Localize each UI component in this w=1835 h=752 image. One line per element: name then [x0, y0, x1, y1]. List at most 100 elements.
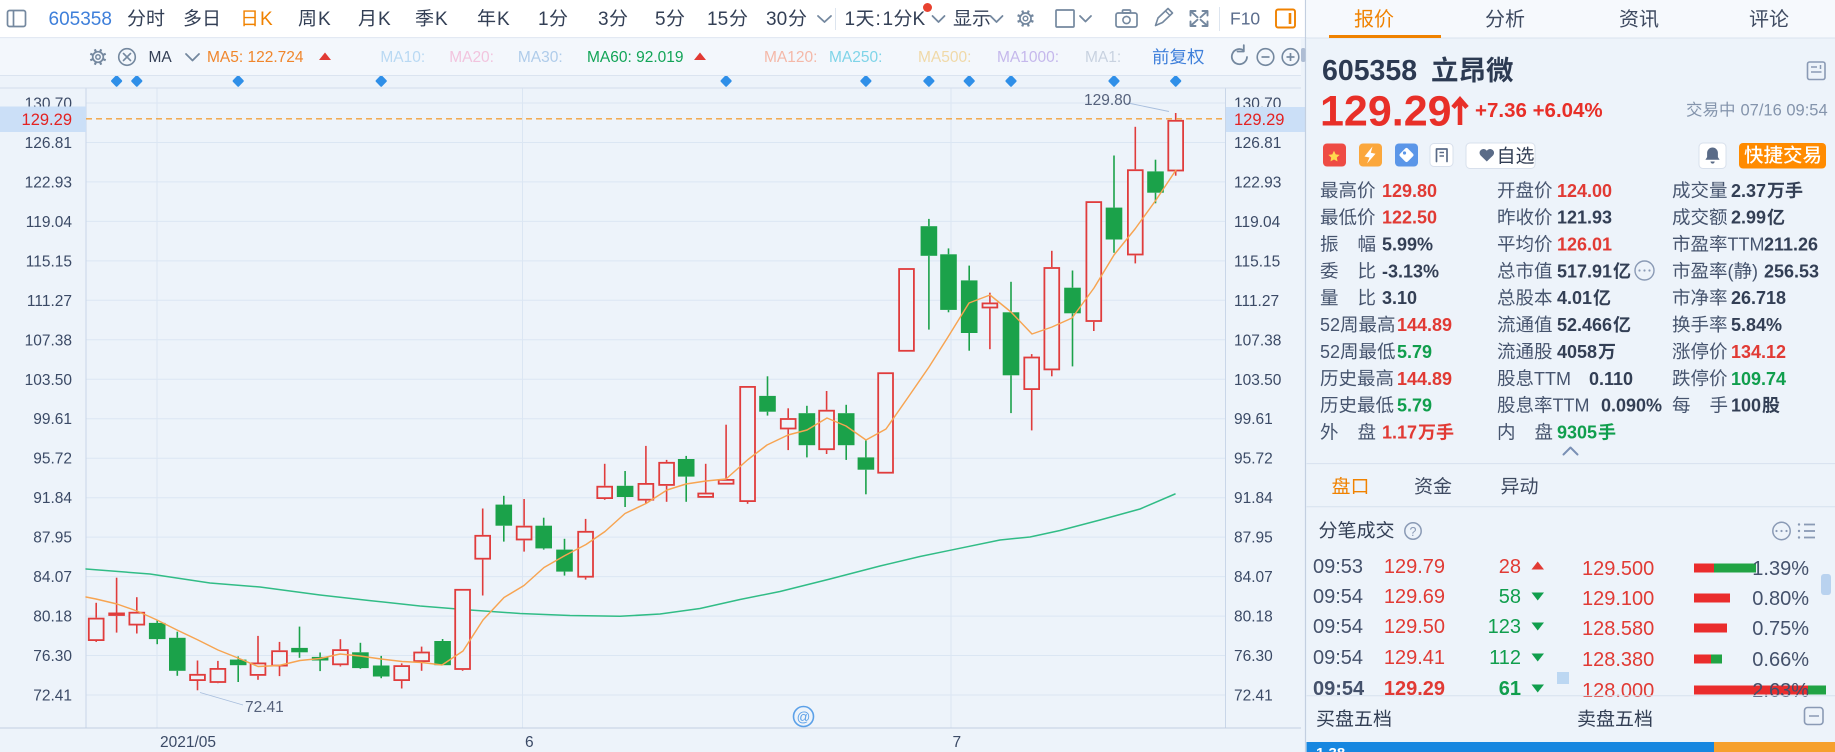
svg-text:MA30:: MA30:: [518, 49, 563, 66]
svg-text:1: 1: [845, 9, 856, 30]
svg-text:76.30: 76.30: [1234, 648, 1273, 665]
svg-text:517.91: 517.91: [1557, 261, 1612, 281]
svg-text:09:54: 09:54: [1313, 586, 1363, 608]
svg-text:107.38: 107.38: [1234, 332, 1281, 349]
svg-text:F10: F10: [1230, 9, 1260, 29]
svg-text:MA10:: MA10:: [380, 49, 425, 66]
svg-text:2.37: 2.37: [1731, 181, 1766, 201]
svg-text:129.80: 129.80: [1084, 92, 1132, 109]
svg-text:09:54: 09:54: [1313, 616, 1363, 638]
svg-text:3.10: 3.10: [1382, 288, 1417, 308]
svg-text:84.07: 84.07: [1234, 569, 1273, 586]
svg-text:129.500: 129.500: [1582, 558, 1654, 580]
svg-text:87.95: 87.95: [1234, 530, 1273, 547]
svg-text:91.84: 91.84: [1234, 490, 1273, 507]
svg-text:MA20:: MA20:: [449, 49, 494, 66]
svg-text:87.95: 87.95: [33, 530, 72, 547]
svg-text:26.718: 26.718: [1731, 288, 1786, 308]
svg-text:0.090%: 0.090%: [1601, 396, 1662, 416]
svg-text:07/16 09:54: 07/16 09:54: [1741, 102, 1828, 120]
svg-text:100: 100: [1731, 396, 1761, 416]
svg-text:144.89: 144.89: [1397, 369, 1452, 389]
svg-text:129.29: 129.29: [1320, 88, 1452, 136]
svg-text:103.50: 103.50: [1234, 372, 1282, 389]
svg-text:128.580: 128.580: [1582, 618, 1654, 640]
svg-text:80.18: 80.18: [33, 609, 72, 626]
svg-text:129.80: 129.80: [1382, 181, 1437, 201]
svg-text:?: ?: [1410, 525, 1417, 539]
svg-text:7: 7: [953, 734, 962, 751]
svg-text:MA250:: MA250:: [829, 49, 882, 66]
svg-text:MA120:: MA120:: [764, 49, 817, 66]
svg-text:129.41: 129.41: [1384, 647, 1445, 669]
svg-text:134.12: 134.12: [1731, 342, 1786, 362]
svg-text:144.89: 144.89: [1397, 315, 1452, 335]
svg-text:+7.36 +6.04%: +7.36 +6.04%: [1475, 99, 1603, 122]
svg-text:95.72: 95.72: [33, 451, 72, 468]
svg-text:0.110: 0.110: [1589, 369, 1633, 389]
svg-text:111.27: 111.27: [1234, 293, 1279, 310]
svg-text:129.29: 129.29: [22, 111, 72, 129]
svg-text:30: 30: [766, 9, 787, 30]
svg-text:1: 1: [883, 9, 894, 30]
svg-text:5.99%: 5.99%: [1382, 235, 1433, 255]
svg-text:0.66%: 0.66%: [1752, 649, 1809, 671]
svg-text:2021/05: 2021/05: [160, 734, 216, 751]
svg-text:72.41: 72.41: [1234, 688, 1273, 705]
svg-text:126.81: 126.81: [25, 135, 72, 152]
svg-text:91.84: 91.84: [33, 490, 72, 507]
svg-text:129.29: 129.29: [1384, 678, 1445, 700]
svg-text:605358: 605358: [49, 9, 112, 30]
svg-text:121.93: 121.93: [1557, 208, 1612, 228]
svg-text:9305: 9305: [1557, 423, 1597, 443]
svg-text:09:54: 09:54: [1313, 678, 1365, 700]
svg-text:28: 28: [1499, 556, 1521, 578]
svg-text:MA1:: MA1:: [1085, 49, 1121, 66]
svg-text:129.29: 129.29: [1234, 111, 1284, 129]
svg-text:K: K: [435, 9, 448, 30]
svg-text:123: 123: [1488, 616, 1521, 638]
svg-text:84.07: 84.07: [33, 569, 72, 586]
svg-text:TTM: TTM: [1553, 396, 1590, 416]
svg-text:09:54: 09:54: [1313, 647, 1363, 669]
svg-text:119.04: 119.04: [1234, 214, 1281, 231]
svg-text:109.74: 109.74: [1731, 369, 1786, 389]
svg-text:K: K: [913, 9, 926, 30]
svg-text:TTM: TTM: [1728, 235, 1765, 255]
svg-text:MA: MA: [149, 49, 173, 66]
svg-text:129.100: 129.100: [1582, 588, 1654, 610]
svg-text:TTM: TTM: [1534, 369, 1571, 389]
svg-text:126.81: 126.81: [1234, 135, 1281, 152]
svg-text:3: 3: [598, 9, 609, 30]
svg-text:52.466: 52.466: [1557, 315, 1612, 335]
svg-text:76.30: 76.30: [33, 648, 72, 665]
svg-text:5: 5: [655, 9, 666, 30]
svg-text:61: 61: [1499, 678, 1521, 700]
svg-text:129.50: 129.50: [1384, 616, 1445, 638]
svg-text:58: 58: [1499, 586, 1521, 608]
svg-text::: :: [876, 9, 881, 30]
svg-text:): ): [1752, 261, 1758, 281]
svg-text:-3.13%: -3.13%: [1382, 261, 1439, 281]
svg-text:99.61: 99.61: [1234, 411, 1273, 428]
svg-text:K: K: [318, 9, 331, 30]
svg-text:107.38: 107.38: [25, 332, 72, 349]
svg-text:MA500:: MA500:: [918, 49, 971, 66]
svg-text:72.41: 72.41: [33, 688, 72, 705]
svg-text:52: 52: [1320, 315, 1340, 335]
svg-text:1: 1: [538, 9, 549, 30]
svg-text:2.99: 2.99: [1731, 208, 1766, 228]
svg-text:4058: 4058: [1557, 342, 1597, 362]
svg-text:128.380: 128.380: [1582, 649, 1654, 671]
svg-text:103.50: 103.50: [25, 372, 73, 389]
svg-text:@: @: [797, 710, 811, 725]
svg-text:72.41: 72.41: [245, 699, 284, 716]
svg-text:111.27: 111.27: [27, 293, 72, 310]
svg-text:1.39%: 1.39%: [1752, 558, 1809, 580]
svg-text:115.15: 115.15: [1234, 253, 1280, 270]
svg-text:0.75%: 0.75%: [1752, 618, 1809, 640]
svg-text:256.53: 256.53: [1764, 261, 1819, 281]
svg-text:128.000: 128.000: [1582, 680, 1654, 702]
svg-text:126.01: 126.01: [1557, 235, 1612, 255]
svg-text:122.93: 122.93: [1234, 174, 1281, 191]
